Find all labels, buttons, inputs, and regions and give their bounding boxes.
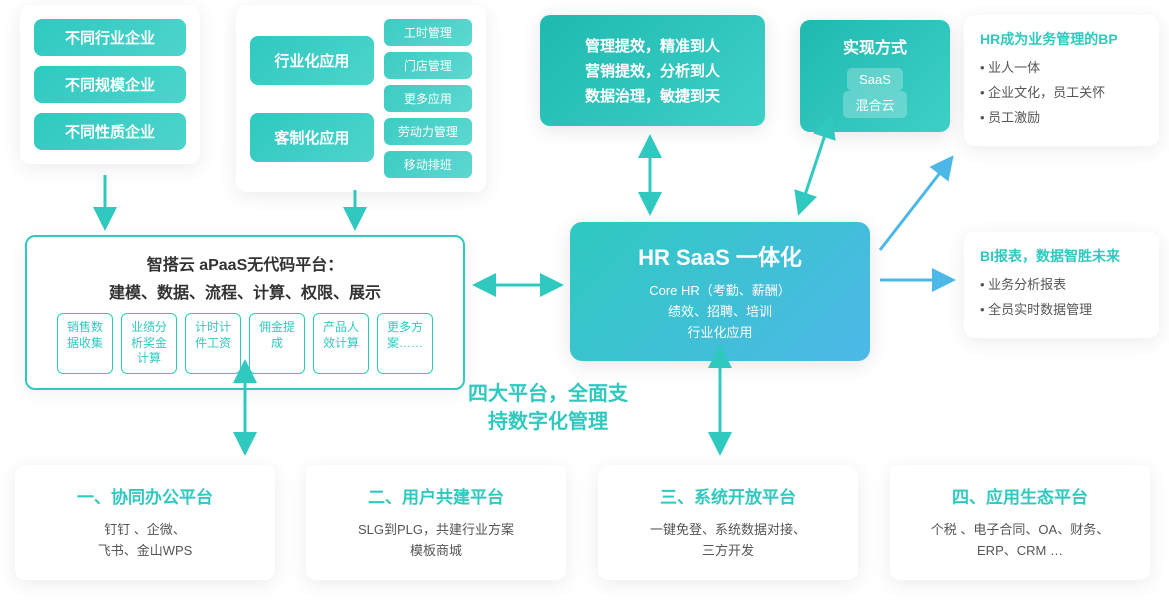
platform-sub: 飞书、金山WPS [29,541,261,562]
hr-bp-card: HR成为业务管理的BP • 业人一体 • 企业文化，员工关怀 • 员工激励 [964,15,1159,146]
bi-item: • 全员实时数据管理 [980,299,1143,318]
apaas-item: 业绩分析奖金计算 [121,313,177,374]
applications-card: 行业化应用 客制化应用 工时管理 门店管理 更多应用 劳动力管理 移动排班 [236,5,486,192]
apaas-items-row: 销售数据收集 业绩分析奖金计算 计时计件工资 佣金提成 产品人效计算 更多方案…… [41,313,449,374]
enterprise-types-card: 不同行业企业 不同规模企业 不同性质企业 [20,5,200,164]
app-category: 客制化应用 [250,113,374,162]
apaas-item: 佣金提成 [249,313,305,374]
enterprise-type-item: 不同性质企业 [34,113,186,150]
app-item: 门店管理 [384,52,472,79]
platform-sub: SLG到PLG，共建行业方案 [320,520,552,541]
impl-tag: SaaS [847,68,903,91]
apaas-item: 更多方案…… [377,313,433,374]
management-benefits-box: 管理提效，精准到人 营销提效，分析到人 数据治理，敏捷到天 [540,15,765,126]
platform-sub: 模板商城 [320,541,552,562]
impl-title: 实现方式 [818,34,932,58]
bi-item: • 业务分析报表 [980,274,1143,293]
platform-sub: 三方开发 [612,541,844,562]
implementation-box: 实现方式 SaaS 混合云 [800,20,950,132]
platform-card-1: 一、协同办公平台 钉钉 、企微、 飞书、金山WPS [15,465,275,580]
apaas-item: 计时计件工资 [185,313,241,374]
platform-sub: 个税 、电子合同、OA、财务、 [904,520,1136,541]
apaas-title-2: 建模、数据、流程、计算、权限、展示 [41,279,449,303]
platform-title: 二、用户共建平台 [320,483,552,508]
platform-card-4: 四、应用生态平台 个税 、电子合同、OA、财务、 ERP、CRM … [890,465,1150,580]
apaas-item: 产品人效计算 [313,313,369,374]
apaas-item: 销售数据收集 [57,313,113,374]
hr-bp-item: • 业人一体 [980,57,1143,76]
platform-card-3: 三、系统开放平台 一键免登、系统数据对接、 三方开发 [598,465,858,580]
hr-bp-item: • 员工激励 [980,107,1143,126]
apaas-platform-box: 智搭云 aPaaS无代码平台： 建模、数据、流程、计算、权限、展示 销售数据收集… [25,235,465,390]
app-item: 工时管理 [384,19,472,46]
enterprise-type-item: 不同规模企业 [34,66,186,103]
slogan-line-2: 持数字化管理 [438,408,658,436]
saas-sub: 行业化应用 [610,322,830,341]
app-item: 移动排班 [384,151,472,178]
platform-sub: ERP、CRM … [904,541,1136,562]
platform-title: 一、协同办公平台 [29,483,261,508]
app-item: 更多应用 [384,85,472,112]
benefit-line: 管理提效，精准到人 [560,35,745,56]
saas-sub: Core HR（考勤、薪酬） [610,280,830,299]
bi-report-card: BI报表，数据智胜未来 • 业务分析报表 • 全员实时数据管理 [964,232,1159,338]
app-item: 劳动力管理 [384,118,472,145]
platform-card-2: 二、用户共建平台 SLG到PLG，共建行业方案 模板商城 [306,465,566,580]
app-category: 行业化应用 [250,36,374,85]
hr-saas-box: HR SaaS 一体化 Core HR（考勤、薪酬） 绩效、招聘、培训 行业化应… [570,222,870,361]
impl-tag: 混合云 [843,91,906,118]
slogan-line-1: 四大平台，全面支 [438,380,658,408]
saas-sub: 绩效、招聘、培训 [610,301,830,320]
saas-title: HR SaaS 一体化 [610,240,830,272]
platform-title: 四、应用生态平台 [904,483,1136,508]
enterprise-type-item: 不同行业企业 [34,19,186,56]
hr-bp-title: HR成为业务管理的BP [980,29,1143,49]
center-slogan: 四大平台，全面支 持数字化管理 [438,380,658,436]
platform-title: 三、系统开放平台 [612,483,844,508]
apaas-title-1: 智搭云 aPaaS无代码平台： [41,251,449,275]
benefit-line: 数据治理，敏捷到天 [560,85,745,106]
benefit-line: 营销提效，分析到人 [560,60,745,81]
hr-bp-item: • 企业文化，员工关怀 [980,82,1143,101]
bi-title: BI报表，数据智胜未来 [980,246,1143,266]
platform-sub: 钉钉 、企微、 [29,520,261,541]
platform-sub: 一键免登、系统数据对接、 [612,520,844,541]
